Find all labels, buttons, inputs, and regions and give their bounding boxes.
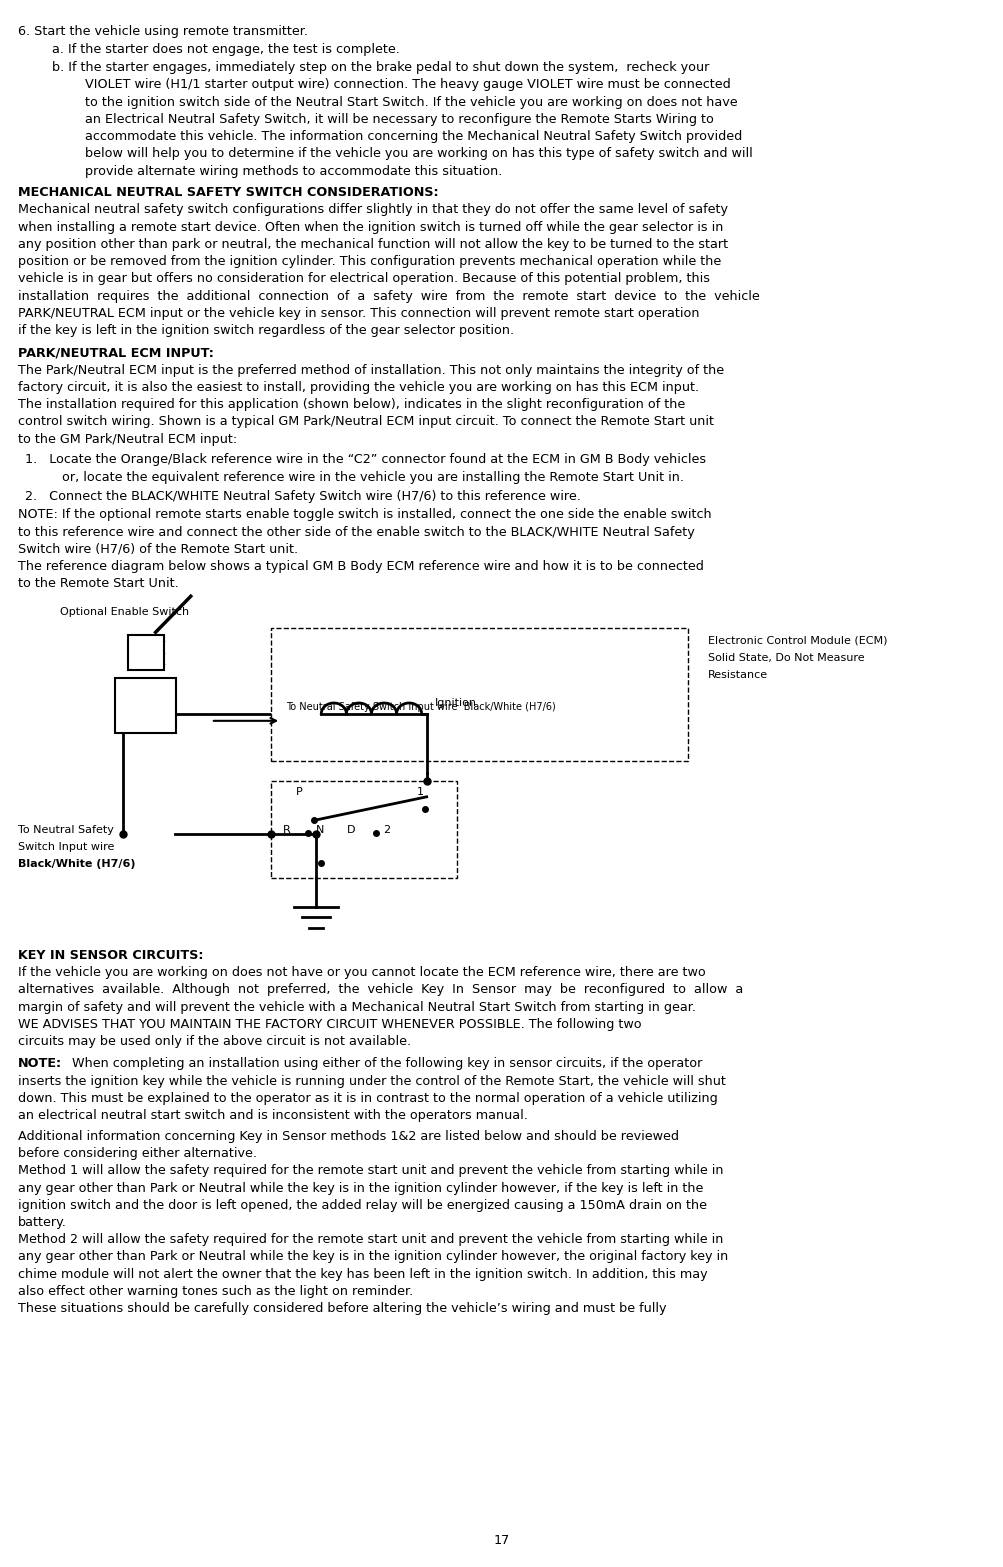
Text: Black/White (H7/6): Black/White (H7/6) [18, 860, 135, 870]
Text: Method 2 will allow the safety required for the remote start unit and prevent th: Method 2 will allow the safety required … [18, 1233, 723, 1246]
Text: 2.   Connect the BLACK/WHITE Neutral Safety Switch wire (H7/6) to this reference: 2. Connect the BLACK/WHITE Neutral Safet… [25, 489, 581, 503]
Text: R: R [283, 826, 291, 835]
Text: To Neutral Safety Switch Input wire  Black/White (H7/6): To Neutral Safety Switch Input wire Blac… [286, 702, 556, 711]
Text: a. If the starter does not engage, the test is complete.: a. If the starter does not engage, the t… [52, 42, 399, 56]
Text: alternatives  available.  Although  not  preferred,  the  vehicle  Key  In  Sens: alternatives available. Although not pre… [18, 984, 742, 997]
Text: 17: 17 [493, 1534, 510, 1547]
Text: N: N [316, 826, 324, 835]
Text: below will help you to determine if the vehicle you are working on has this type: below will help you to determine if the … [85, 147, 752, 160]
Text: D: D [346, 826, 354, 835]
Text: to the Remote Start Unit.: to the Remote Start Unit. [18, 578, 179, 591]
Text: Resistance: Resistance [707, 671, 767, 680]
Text: b. If the starter engages, immediately step on the brake pedal to shut down the : b. If the starter engages, immediately s… [52, 61, 709, 74]
Text: Electronic Control Module (ECM): Electronic Control Module (ECM) [707, 636, 887, 646]
Text: Switch Input wire: Switch Input wire [18, 843, 114, 852]
Text: ignition switch and the door is left opened, the added relay will be energized c: ignition switch and the door is left ope… [18, 1199, 706, 1211]
Text: 2: 2 [383, 826, 390, 835]
Text: KEY IN SENSOR CIRCUITS:: KEY IN SENSOR CIRCUITS: [18, 950, 204, 962]
Text: any gear other than Park or Neutral while the key is in the ignition cylinder ho: any gear other than Park or Neutral whil… [18, 1250, 727, 1263]
Text: The installation required for this application (shown below), indicates in the s: The installation required for this appli… [18, 398, 685, 411]
Text: Optional Enable Switch: Optional Enable Switch [60, 608, 190, 617]
Text: or, locate the equivalent reference wire in the vehicle you are installing the R: or, locate the equivalent reference wire… [62, 470, 684, 484]
Text: factory circuit, it is also the easiest to install, providing the vehicle you ar: factory circuit, it is also the easiest … [18, 381, 698, 393]
Text: to the ignition switch side of the Neutral Start Switch. If the vehicle you are : to the ignition switch side of the Neutr… [85, 96, 737, 108]
Text: Ignition: Ignition [434, 699, 476, 708]
Text: 1: 1 [416, 788, 423, 798]
Text: 6. Start the vehicle using remote transmitter.: 6. Start the vehicle using remote transm… [18, 25, 308, 38]
Text: installation  requires  the  additional  connection  of  a  safety  wire  from  : installation requires the additional con… [18, 290, 759, 302]
Text: These situations should be carefully considered before altering the vehicle’s wi: These situations should be carefully con… [18, 1302, 666, 1315]
Text: The reference diagram below shows a typical GM B Body ECM reference wire and how: The reference diagram below shows a typi… [18, 561, 703, 574]
Text: provide alternate wiring methods to accommodate this situation.: provide alternate wiring methods to acco… [85, 165, 503, 177]
Text: down. This must be explained to the operator as it is in contrast to the normal : down. This must be explained to the oper… [18, 1092, 717, 1105]
Text: VIOLET wire (H1/1 starter output wire) connection. The heavy gauge VIOLET wire m: VIOLET wire (H1/1 starter output wire) c… [85, 78, 730, 91]
Text: Switch wire (H7/6) of the Remote Start unit.: Switch wire (H7/6) of the Remote Start u… [18, 544, 298, 556]
FancyBboxPatch shape [271, 782, 456, 879]
Text: NOTE:: NOTE: [18, 1058, 62, 1070]
Text: PARK/NEUTRAL ECM input or the vehicle key in sensor. This connection will preven: PARK/NEUTRAL ECM input or the vehicle ke… [18, 307, 699, 320]
Text: any position other than park or neutral, the mechanical function will not allow : any position other than park or neutral,… [18, 238, 727, 251]
Text: Method 1 will allow the safety required for the remote start unit and prevent th: Method 1 will allow the safety required … [18, 1164, 723, 1177]
Text: any gear other than Park or Neutral while the key is in the ignition cylinder ho: any gear other than Park or Neutral whil… [18, 1182, 703, 1194]
Text: to this reference wire and connect the other side of the enable switch to the BL: to this reference wire and connect the o… [18, 527, 694, 539]
Text: If the vehicle you are working on does not have or you cannot locate the ECM ref: If the vehicle you are working on does n… [18, 967, 705, 979]
Text: 1.   Locate the Orange/Black reference wire in the “C2” connector found at the E: 1. Locate the Orange/Black reference wir… [25, 453, 705, 467]
Text: Additional information concerning Key in Sensor methods 1&2 are listed below and: Additional information concerning Key in… [18, 1130, 678, 1142]
Text: Solid State, Do Not Measure: Solid State, Do Not Measure [707, 653, 864, 663]
Text: to the GM Park/Neutral ECM input:: to the GM Park/Neutral ECM input: [18, 432, 237, 445]
Text: also effect other warning tones such as the light on reminder.: also effect other warning tones such as … [18, 1285, 413, 1297]
Text: NOTE: If the optional remote starts enable toggle switch is installed, connect t: NOTE: If the optional remote starts enab… [18, 508, 711, 522]
Text: When completing an installation using either of the following key in sensor circ: When completing an installation using ei… [72, 1058, 702, 1070]
Text: battery.: battery. [18, 1216, 67, 1229]
Text: an electrical neutral start switch and is inconsistent with the operators manual: an electrical neutral start switch and i… [18, 1109, 528, 1122]
Text: margin of safety and will prevent the vehicle with a Mechanical Neutral Start Sw: margin of safety and will prevent the ve… [18, 1001, 695, 1014]
Text: The Park/Neutral ECM input is the preferred method of installation. This not onl: The Park/Neutral ECM input is the prefer… [18, 364, 723, 376]
Text: control switch wiring. Shown is a typical GM Park/Neutral ECM input circuit. To : control switch wiring. Shown is a typica… [18, 415, 713, 428]
Text: MECHANICAL NEUTRAL SAFETY SWITCH CONSIDERATIONS:: MECHANICAL NEUTRAL SAFETY SWITCH CONSIDE… [18, 186, 438, 199]
Text: accommodate this vehicle. The information concerning the Mechanical Neutral Safe: accommodate this vehicle. The informatio… [85, 130, 742, 143]
Text: before considering either alternative.: before considering either alternative. [18, 1147, 257, 1160]
Text: an Electrical Neutral Safety Switch, it will be necessary to reconfigure the Rem: an Electrical Neutral Safety Switch, it … [85, 113, 713, 125]
FancyBboxPatch shape [271, 628, 687, 762]
Text: inserts the ignition key while the vehicle is running under the control of the R: inserts the ignition key while the vehic… [18, 1075, 725, 1087]
Bar [115, 679, 176, 733]
Bar [127, 636, 163, 671]
Text: Mechanical neutral safety switch configurations differ slightly in that they do : Mechanical neutral safety switch configu… [18, 204, 727, 216]
Text: circuits may be used only if the above circuit is not available.: circuits may be used only if the above c… [18, 1036, 411, 1048]
Text: P: P [296, 788, 303, 798]
Text: To Neutral Safety: To Neutral Safety [18, 826, 113, 835]
Text: chime module will not alert the owner that the key has been left in the ignition: chime module will not alert the owner th… [18, 1268, 707, 1280]
Text: when installing a remote start device. Often when the ignition switch is turned : when installing a remote start device. O… [18, 221, 723, 233]
Text: vehicle is in gear but offers no consideration for electrical operation. Because: vehicle is in gear but offers no conside… [18, 273, 709, 285]
Text: WE ADVISES THAT YOU MAINTAIN THE FACTORY CIRCUIT WHENEVER POSSIBLE. The followin: WE ADVISES THAT YOU MAINTAIN THE FACTORY… [18, 1019, 641, 1031]
Text: position or be removed from the ignition cylinder. This configuration prevents m: position or be removed from the ignition… [18, 255, 720, 268]
Text: PARK/NEUTRAL ECM INPUT:: PARK/NEUTRAL ECM INPUT: [18, 346, 214, 359]
Text: if the key is left in the ignition switch regardless of the gear selector positi: if the key is left in the ignition switc… [18, 324, 514, 337]
